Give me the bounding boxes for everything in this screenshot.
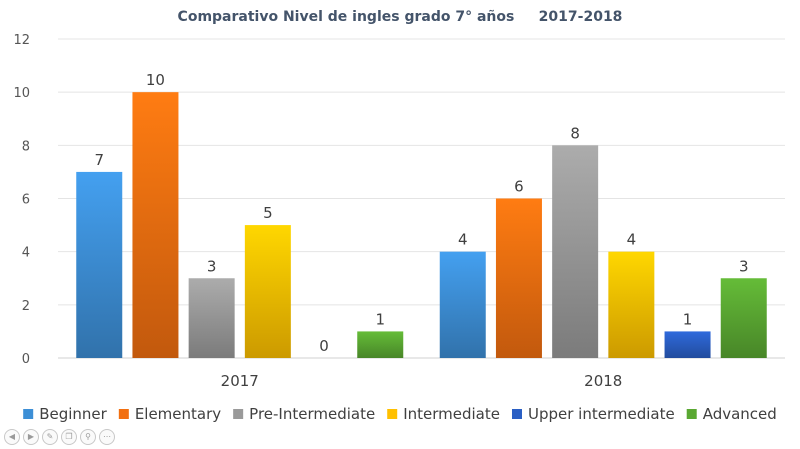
legend-label: Beginner [39, 405, 107, 423]
bar-pre-intermediate-2017 [188, 278, 235, 358]
y-tick-label: 0 [22, 352, 30, 367]
pen-icon[interactable]: ✎ [42, 429, 58, 445]
bar-advanced-2017 [357, 331, 404, 358]
data-label: 4 [627, 231, 637, 249]
prev-icon[interactable]: ◀ [4, 429, 20, 445]
legend-item-intermediate: Intermediate [387, 405, 500, 423]
legend-label: Elementary [135, 405, 221, 423]
y-axis-ticks: 0 2 4 6 8 10 12 [13, 33, 30, 367]
bar-beginner-2017 [76, 171, 123, 358]
bar-pre-intermediate-2018 [552, 145, 599, 358]
legend-item-beginner: Beginner [23, 405, 108, 423]
legend-item-elementary: Elementary [118, 405, 221, 423]
y-tick-label: 6 [22, 193, 30, 208]
data-label: 1 [683, 310, 693, 328]
legend-label: Intermediate [403, 405, 500, 423]
bar-elementary-2017 [132, 92, 179, 359]
y-tick-label: 2 [22, 299, 30, 314]
legend-label: Advanced [703, 405, 777, 423]
next-icon[interactable]: ▶ [23, 429, 39, 445]
legend-label: Upper intermediate [528, 405, 675, 423]
data-label: 4 [458, 231, 468, 249]
y-tick-label: 12 [13, 33, 30, 48]
legend-label: Pre-Intermediate [249, 405, 375, 423]
data-labels: 7 10 3 5 0 1 4 6 8 4 1 3 [94, 71, 748, 355]
data-label: 3 [739, 257, 749, 275]
x-axis-categories: 2017 2018 [221, 372, 623, 390]
legend-swatch [23, 409, 34, 419]
legend-swatch [387, 409, 398, 419]
legend-swatch [233, 409, 244, 419]
bar-upper-intermediate-2018 [664, 331, 711, 358]
legend-item-pre-intermediate: Pre-Intermediate [233, 405, 375, 423]
gridlines [58, 38, 785, 359]
copy-icon[interactable]: ❐ [61, 429, 77, 445]
data-label: 10 [146, 71, 165, 89]
bar-intermediate-2017 [244, 225, 291, 358]
data-label: 7 [94, 151, 104, 169]
y-tick-label: 10 [13, 86, 30, 101]
zoom-icon[interactable]: ⚲ [80, 429, 96, 445]
legend-item-upper-intermediate: Upper intermediate [511, 405, 675, 423]
data-label: 0 [319, 337, 329, 355]
bar-beginner-2018 [439, 251, 486, 358]
x-category-label: 2018 [584, 372, 622, 390]
x-category-label: 2017 [221, 372, 259, 390]
data-label: 1 [375, 310, 385, 328]
legend-swatch [686, 409, 697, 419]
y-tick-label: 4 [22, 246, 30, 261]
legend-item-advanced: Advanced [686, 405, 777, 423]
legend-swatch [118, 409, 129, 419]
legend: Beginner Elementary Pre-Intermediate Interm… [23, 405, 777, 423]
bar-advanced-2018 [720, 278, 767, 358]
slide-toolbar: ◀ ▶ ✎ ❐ ⚲ ⋯ [4, 429, 115, 445]
data-label: 6 [514, 178, 524, 196]
legend-swatch [511, 409, 522, 419]
bar-intermediate-2018 [608, 251, 655, 358]
more-icon[interactable]: ⋯ [99, 429, 115, 445]
data-label: 3 [207, 257, 217, 275]
data-label: 8 [570, 124, 580, 142]
y-tick-label: 8 [22, 139, 30, 154]
bars [76, 92, 767, 359]
data-label: 5 [263, 204, 273, 222]
chart-title: Comparativo Nivel de ingles grado 7° año… [178, 9, 623, 25]
bar-elementary-2018 [495, 198, 542, 358]
